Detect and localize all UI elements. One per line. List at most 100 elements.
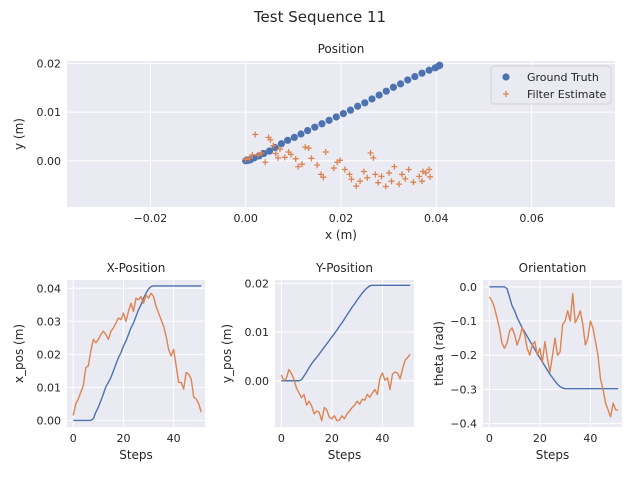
- filter-estimate-point: [367, 149, 374, 156]
- x-position-data: [72, 285, 202, 422]
- y-position-ytick-label: 0.01: [245, 326, 270, 339]
- y-position-xtick-label: 20: [325, 432, 339, 445]
- filter-estimate-point: [320, 174, 327, 181]
- filter-estimate-point: [270, 142, 277, 149]
- y-position-data: [280, 284, 411, 422]
- x-position-ytick-label: 0.02: [37, 348, 62, 361]
- position-chart: −0.02 0.00 0.02 0.04 0.06 0.00 0.01 0.02 Positio…: [12, 42, 615, 242]
- position-title: Position: [318, 42, 365, 56]
- ground-truth-point: [304, 126, 312, 135]
- filter-estimate-point: [364, 174, 371, 181]
- legend-filter-estimate-marker: [503, 91, 509, 97]
- filter-estimate-point: [370, 154, 377, 161]
- position-xtick-label: 0.02: [329, 212, 354, 225]
- ground-truth-point: [361, 99, 369, 107]
- y-position-xtick-label: 0: [278, 432, 285, 445]
- position-ylabel: y (m): [12, 118, 26, 150]
- filter-estimate-point: [353, 183, 360, 190]
- filter-estimate-point: [246, 155, 253, 162]
- filter-estimate-point: [314, 162, 321, 169]
- ground-truth-point: [368, 95, 376, 103]
- filter-estimate-point: [242, 156, 249, 163]
- filter-estimate-point: [272, 150, 279, 157]
- orientation-xtick-label: 0: [486, 432, 493, 445]
- x-position-xlabel: Steps: [119, 448, 153, 462]
- legend-filter-estimate-label: Filter Estimate: [527, 88, 607, 101]
- legend-box: [490, 65, 612, 105]
- orientation-ytick-label: −0.2: [450, 349, 477, 362]
- ground-truth-point: [311, 123, 319, 131]
- position-xtick-label: −0.02: [134, 212, 168, 225]
- x-position-chart: 0 20 40 0.00 0.01 0.02 0.03 0.04 X-Position Steps…: [12, 261, 205, 462]
- y-position-ytick-label: 0.00: [245, 375, 270, 388]
- y-position-ytick-label: 0.02: [245, 277, 270, 290]
- filter-estimate-point: [402, 175, 409, 182]
- x-position-xtick-label: 20: [116, 432, 130, 445]
- filter-estimate-point: [341, 166, 348, 173]
- position-ytick-label: 0.02: [37, 57, 62, 70]
- filter-estimate-point: [275, 154, 282, 161]
- ground-truth-line: [73, 285, 202, 422]
- filter-estimate-point: [422, 169, 429, 176]
- x-position-ytick-label: 0.00: [37, 414, 62, 427]
- filter-estimate-point: [419, 178, 426, 185]
- filter-estimate-line: [488, 292, 619, 418]
- y-position-ylabel: y_pos (m): [220, 324, 234, 383]
- y-position-chart: 0 20 40 0.00 0.01 0.02 Y-Position Steps y_pos (m…: [220, 261, 414, 462]
- filter-estimate-point: [378, 173, 385, 180]
- filter-estimate-point: [410, 179, 417, 186]
- filter-estimate-point: [396, 181, 403, 188]
- filter-estimate-point: [295, 163, 302, 170]
- filter-estimate-point: [391, 163, 398, 170]
- orientation-ytick-label: 0.0: [460, 281, 478, 294]
- filter-estimate-point: [308, 155, 315, 162]
- ground-truth-point: [325, 116, 333, 124]
- filter-estimate-point: [405, 166, 412, 173]
- filter-estimate-point: [337, 157, 344, 164]
- filter-estimate-point: [298, 161, 305, 168]
- x-position-ylabel: x_pos (m): [12, 324, 26, 383]
- ground-truth-point: [290, 133, 298, 142]
- filter-estimate-point: [267, 136, 274, 143]
- ground-truth-line: [489, 286, 619, 390]
- ground-truth-point: [332, 113, 340, 121]
- y-position-axes-bg: [275, 280, 414, 427]
- filter-estimate-point: [372, 171, 379, 178]
- filter-estimate-point: [258, 149, 265, 156]
- filter-estimate-point: [346, 171, 353, 178]
- filter-estimate-point: [382, 183, 389, 190]
- filter-estimate-point: [360, 168, 367, 175]
- legend-ground-truth-marker: [502, 73, 510, 81]
- orientation-ytick-label: −0.4: [450, 418, 477, 431]
- filter-estimate-point: [262, 159, 269, 166]
- filter-estimate-line: [72, 292, 202, 416]
- filter-estimate-point: [426, 166, 433, 173]
- y-position-title: Y-Position: [315, 261, 373, 275]
- position-xtick-label: 0.00: [233, 212, 258, 225]
- filter-estimate-point: [386, 169, 393, 176]
- position-xlabel: x (m): [325, 228, 357, 242]
- ground-truth-point: [396, 80, 405, 88]
- ground-truth-point: [382, 87, 390, 95]
- filter-estimate-point: [255, 151, 262, 158]
- filter-estimate-point: [302, 144, 309, 151]
- ground-truth-point: [389, 83, 398, 91]
- filter-estimate-point: [427, 173, 434, 180]
- filter-estimate-point: [416, 173, 423, 180]
- ground-truth-point: [318, 120, 326, 128]
- orientation-data: [488, 286, 619, 418]
- filter-estimate-point: [330, 165, 337, 172]
- legend-ground-truth-label: Ground Truth: [527, 71, 599, 84]
- filter-estimate-point: [305, 145, 312, 152]
- x-position-ytick-label: 0.01: [37, 381, 62, 394]
- position-ytick-label: 0.00: [37, 155, 62, 168]
- x-position-xtick-label: 0: [70, 432, 77, 445]
- ground-truth-point: [404, 76, 412, 84]
- orientation-xlabel: Steps: [536, 448, 570, 462]
- orientation-title: Orientation: [519, 261, 587, 275]
- plots: −0.02 0.00 0.02 0.04 0.060.000.010.02Positio…: [12, 42, 622, 462]
- ground-truth-point: [418, 69, 426, 77]
- filter-estimate-point: [357, 178, 364, 185]
- ground-truth-point: [436, 61, 444, 69]
- filter-estimate-point: [287, 151, 294, 158]
